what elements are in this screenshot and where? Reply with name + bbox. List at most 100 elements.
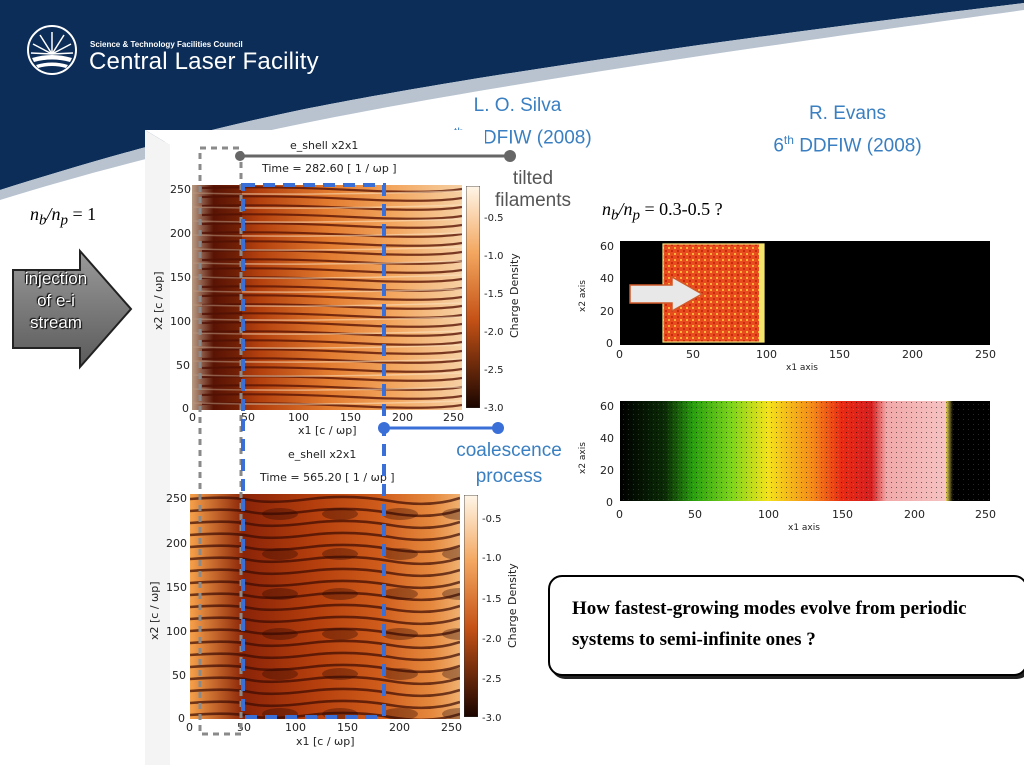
- plot3-heatmap: [620, 241, 990, 345]
- evans-density-ratio: nb/np = 0.3-0.5 ?: [602, 199, 723, 225]
- plot4-ylabel: x2 axis: [578, 442, 588, 474]
- injection-label: injection of e-i stream: [8, 268, 104, 334]
- plot2-colorbar: [464, 495, 478, 717]
- plot4-xlabel: x1 axis: [788, 523, 820, 533]
- plot1-xtick: 100: [288, 411, 309, 424]
- plot1-ytick: 150: [170, 271, 191, 284]
- injection-arrow: [12, 248, 133, 370]
- plot4-xtick: 50: [688, 508, 702, 521]
- plot1-cbar-tick: -2.5: [484, 365, 504, 376]
- plot2-xtick: 250: [441, 721, 462, 734]
- plot2-xtick: 150: [337, 721, 358, 734]
- header-banner: [0, 0, 1024, 200]
- plot1-ytick: 100: [170, 315, 191, 328]
- plot2-xlabel: x1 [c / ωp]: [296, 735, 355, 748]
- evans-conf-sup: th: [783, 133, 794, 147]
- plot1-colorbar: [466, 186, 480, 408]
- plot2-ytick: 150: [166, 581, 187, 594]
- plot4-ytick: 60: [600, 400, 614, 413]
- plot2-cbar-tick: -1.5: [482, 594, 502, 605]
- plot1-cbar-tick: -1.0: [484, 251, 504, 262]
- coalescence-line-2: process: [475, 466, 543, 487]
- ratio-n: n: [30, 204, 39, 224]
- evans-citation: R. Evans 6th DDFIW (2008): [740, 101, 955, 159]
- ratio-sub-b: b: [611, 207, 619, 224]
- question-text: How fastest-growing modes evolve from pe…: [572, 598, 967, 650]
- plot3-xtick: 100: [756, 348, 777, 361]
- plot1-xtick: 250: [443, 411, 464, 424]
- plot2-cbar-tick: -2.5: [482, 674, 502, 685]
- question-box: How fastest-growing modes evolve from pe…: [548, 575, 1024, 676]
- plot4-heatmap: [620, 401, 990, 501]
- facility-name: Central Laser Facility: [89, 48, 319, 75]
- plot1-cbar-tick: -0.5: [484, 213, 504, 224]
- plot1-ytick: 0: [182, 402, 189, 415]
- plot3-ytick: 20: [600, 305, 614, 318]
- tilted-line-2: filaments: [494, 190, 572, 211]
- silva-conf-rest: DDFIW (2008): [463, 127, 592, 149]
- plot4-xtick: 0: [616, 508, 623, 521]
- plot3-xtick: 50: [686, 348, 700, 361]
- plot2-time: Time = 565.20 [ 1 / ωp ]: [260, 471, 395, 484]
- tilted-line-1: tilted: [512, 168, 554, 189]
- ratio-sub-p: p: [632, 207, 641, 224]
- ratio-n: n: [602, 199, 611, 219]
- ratio-sub-p: p: [60, 212, 69, 229]
- plot2-ytick: 200: [166, 537, 187, 550]
- injection-line-3: stream: [30, 313, 82, 332]
- silva-author: L. O. Silva: [473, 95, 562, 116]
- ratio-value: = 0.3-0.5 ?: [640, 199, 723, 219]
- evans-conf-prefix: 6: [773, 135, 784, 157]
- plot1-time: Time = 282.60 [ 1 / ωp ]: [262, 162, 397, 175]
- injection-line-1: injection: [24, 269, 88, 288]
- evans-conf-rest: DDFIW (2008): [793, 135, 922, 157]
- plot2-ytick: 0: [178, 712, 185, 725]
- plot1-cbar-tick: -1.5: [484, 289, 504, 300]
- coalescence-label: coalescence process: [440, 438, 578, 490]
- plot4-ytick: 40: [600, 432, 614, 445]
- plot1-cbar-tick: -2.0: [484, 327, 504, 338]
- plot2-cbar-tick: -3.0: [482, 713, 502, 724]
- ratio-sep: /n: [46, 204, 61, 224]
- injection-line-2: of e-i: [37, 291, 75, 310]
- plot1-heatmap: [192, 185, 462, 410]
- plot2-heatmap: [190, 494, 460, 719]
- plot3-xtick: 250: [975, 348, 996, 361]
- plot3-xlabel: x1 axis: [786, 363, 818, 373]
- ratio-sub-b: b: [39, 212, 47, 229]
- council-name: Science & Technology Facilities Council: [90, 40, 243, 49]
- plot4-ytick: 0: [606, 496, 613, 509]
- plot3-xtick: 200: [902, 348, 923, 361]
- tilted-filaments-label: tilted filaments: [478, 168, 588, 212]
- plot2-ytick: 250: [166, 492, 187, 505]
- plot2-cbar-tick: -0.5: [482, 514, 502, 525]
- plot4-xtick: 250: [975, 508, 996, 521]
- sunburst-icon: [26, 24, 78, 76]
- plot3-ytick: 40: [600, 272, 614, 285]
- plot4-ytick: 20: [600, 464, 614, 477]
- plot3-ytick: 0: [606, 337, 613, 350]
- plot3-ytick: 60: [600, 240, 614, 253]
- plot2-ytick: 50: [172, 669, 186, 682]
- plot2-ytick: 100: [166, 625, 187, 638]
- plot2-xtick: 0: [186, 721, 193, 734]
- plot2-xtick: 200: [389, 721, 410, 734]
- plot3-xtick: 0: [616, 348, 623, 361]
- plot2-cbar-tick: -2.0: [482, 634, 502, 645]
- plot1-ytick: 50: [176, 359, 190, 372]
- plot4-xtick: 200: [904, 508, 925, 521]
- silva-density-ratio: nb/np = 1: [30, 204, 96, 230]
- plot4-xtick: 100: [758, 508, 779, 521]
- plot1-xtick: 150: [340, 411, 361, 424]
- plot2-cbar-tick: -1.0: [482, 553, 502, 564]
- evans-conference: 6th DDFIW (2008): [740, 127, 955, 159]
- plot1-ytick: 200: [170, 227, 191, 240]
- plot1-ytick: 250: [170, 183, 191, 196]
- plot2-title: e_shell x2x1: [288, 448, 357, 461]
- plot1-xlabel: x1 [c / ωp]: [298, 424, 357, 437]
- plot2-xtick: 100: [285, 721, 306, 734]
- ratio-value: = 1: [68, 204, 97, 224]
- plot3-xtick: 150: [829, 348, 850, 361]
- plot1-title: e_shell x2x1: [290, 139, 359, 152]
